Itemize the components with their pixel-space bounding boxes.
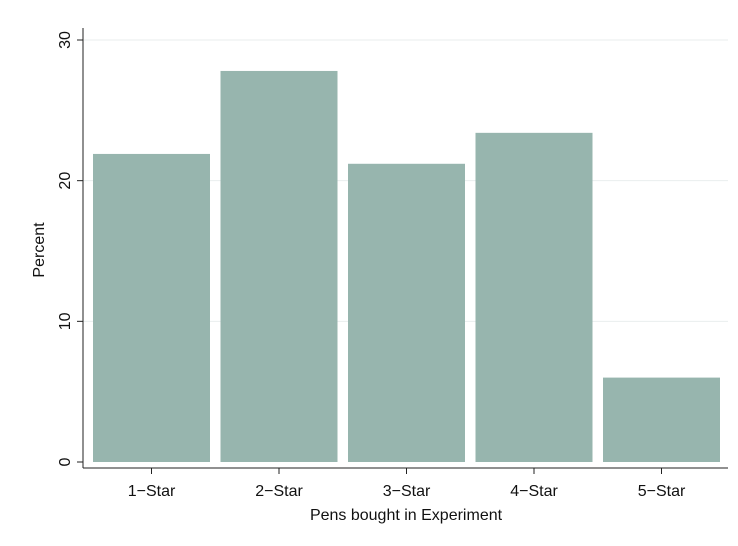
x-tick-label: 4−Star [510, 483, 558, 500]
y-axis-ticks: 0 10 20 30 [57, 31, 83, 466]
y-tick-label: 30 [57, 31, 74, 49]
x-axis-ticks: 1−Star 2−Star 3−Star 4−Star 5−Star [128, 468, 686, 500]
y-tick-label: 0 [57, 457, 74, 466]
y-tick-label: 10 [57, 312, 74, 330]
bar [603, 377, 720, 462]
x-axis-label: Pens bought in Experiment [310, 507, 503, 524]
x-tick-label: 5−Star [638, 483, 686, 500]
bar [93, 153, 210, 462]
x-tick-label: 2−Star [255, 483, 303, 500]
x-tick-label: 3−Star [383, 483, 431, 500]
y-axis-label: Percent [31, 222, 48, 278]
bars [93, 70, 720, 463]
x-tick-label: 1−Star [128, 483, 176, 500]
bar [220, 70, 338, 463]
bar [475, 132, 593, 462]
bar [348, 163, 465, 462]
y-tick-label: 20 [57, 172, 74, 190]
